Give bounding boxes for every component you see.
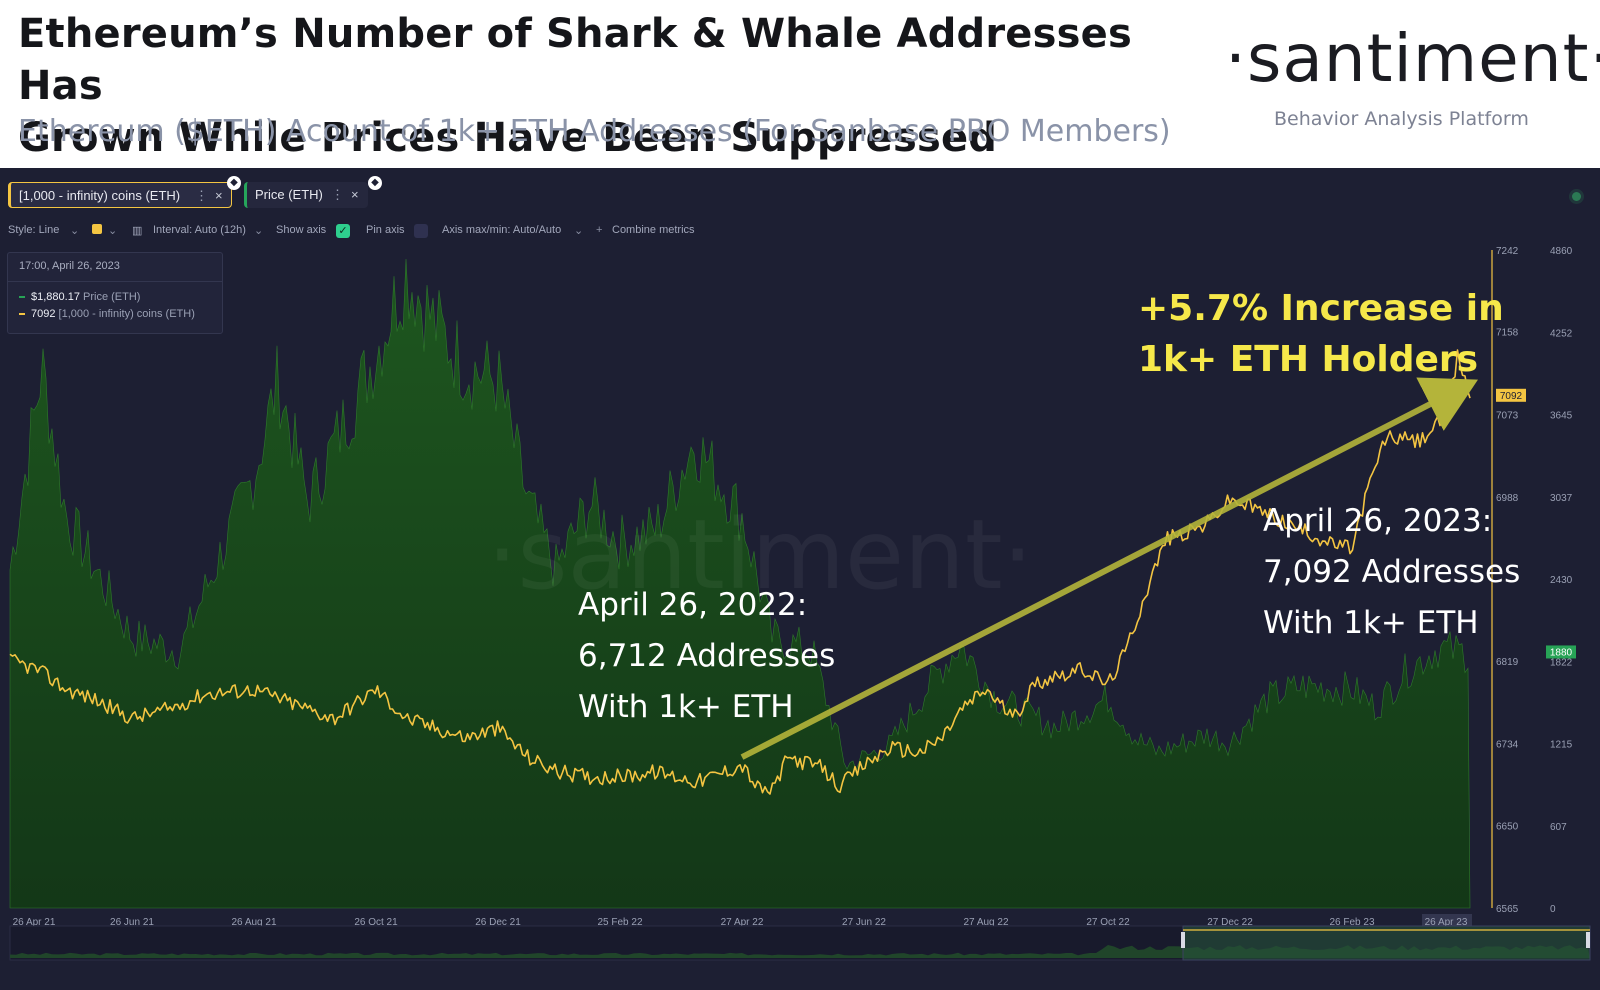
y-right-tick-label: 3037 — [1550, 493, 1573, 504]
y-right-tick-label: 1822 — [1550, 657, 1573, 668]
y-right-tick-label: 2430 — [1550, 575, 1573, 586]
x-tick-current-box — [1422, 914, 1472, 928]
navigator-window — [1182, 925, 1591, 961]
annotation-2023-line-3: With 1k+ ETH — [1263, 605, 1479, 641]
price-value-badge-text: 1880 — [1550, 647, 1573, 658]
x-tick-label: 26 Apr 21 — [13, 917, 56, 928]
price-area — [9, 258, 1471, 909]
y-left-tick-label: 7158 — [1496, 328, 1519, 339]
page-subtitle: Ethereum ($ETH) Acount of 1k+ ETH Addres… — [18, 114, 1171, 149]
annotation-2023: April 26, 2023: 7,092 Addresses With 1k+… — [1263, 496, 1520, 649]
tooltip-date: 17:00, April 26, 2023 — [19, 260, 120, 272]
interval-select[interactable]: Interval: Auto (12h) — [153, 224, 246, 236]
chart-panel: ·santiment· 7242 7158 7073 6988 6819 6734 6650 6… — [0, 168, 1600, 990]
y-left-tick-label: 6650 — [1496, 821, 1519, 832]
y-right-tick-label: 607 — [1550, 822, 1567, 833]
annotation-2022-line-2: 6,712 Addresses — [578, 638, 836, 674]
x-tick-label: 27 Oct 22 — [1086, 917, 1130, 928]
x-tick-label: 26 Aug 21 — [231, 917, 276, 928]
brand-tagline: Behavior Analysis Platform — [1274, 108, 1529, 130]
y-right-tick-label: 0 — [1550, 904, 1556, 915]
plus-icon[interactable]: + — [596, 224, 603, 236]
annotation-increase-line-2: 1k+ ETH Holders — [1138, 339, 1479, 380]
tooltip-price-row: $1,880.17 Price (ETH) — [19, 291, 140, 303]
color-swatch[interactable] — [92, 224, 102, 234]
x-tick-label: 26 Jun 21 — [110, 917, 154, 928]
y-right-tick-label: 4252 — [1550, 328, 1573, 339]
x-tick-label: 25 Feb 22 — [597, 917, 642, 928]
price-legend-marker — [19, 296, 25, 299]
holders-legend-marker — [19, 313, 25, 316]
holders-line — [9, 349, 1471, 795]
annotation-2023-line-1: April 26, 2023: — [1263, 503, 1493, 539]
tab-price-close-icon[interactable]: × — [351, 187, 359, 202]
chevron-down-icon[interactable]: ⌄ — [108, 225, 118, 237]
annotation-2022-line-1: April 26, 2022: — [578, 587, 808, 623]
chevron-down-icon[interactable]: ⌄ — [254, 225, 264, 237]
tab-price-menu-icon[interactable]: ⋮ — [331, 187, 344, 202]
x-tick-label: 26 Apr 23 — [1425, 917, 1468, 928]
brand-logo: ·santiment· — [1225, 20, 1600, 97]
x-tick-label: 27 Aug 22 — [963, 917, 1008, 928]
tab-holders-menu-icon[interactable]: ⋮ — [195, 188, 208, 203]
style-select[interactable]: Style: Line — [8, 224, 60, 236]
trend-arrow — [740, 377, 1479, 760]
x-tick-label: 27 Dec 22 — [1207, 917, 1253, 928]
watermark: ·santiment· — [487, 499, 1033, 611]
y-left-tick-label: 7073 — [1496, 410, 1519, 421]
tooltip-price-label: Price (ETH) — [83, 291, 141, 303]
y-left-tick-label: 7242 — [1496, 246, 1519, 257]
annotation-2023-line-2: 7,092 Addresses — [1263, 554, 1521, 590]
y-left-tick-label: 6734 — [1496, 740, 1519, 751]
interval-icon: ▥ — [132, 225, 143, 237]
title-line-1: Ethereum’s Number of Shark & Whale Addre… — [18, 11, 1132, 109]
chart-tooltip: 17:00, April 26, 2023 $1,880.17 Price (E… — [7, 252, 223, 334]
chevron-down-icon[interactable]: ⌄ — [70, 225, 80, 237]
page-title: Ethereum’s Number of Shark & Whale Addre… — [18, 8, 1218, 164]
chart-canvas: ·santiment· 7242 7158 7073 6988 6819 6734 6650 6… — [9, 246, 1591, 961]
pin-axis-label: Pin axis — [366, 224, 405, 236]
chevron-down-icon[interactable]: ⌄ — [574, 225, 584, 237]
navigator-handle-left[interactable] — [1181, 932, 1185, 948]
x-tick-label: 26 Feb 23 — [1329, 917, 1374, 928]
eth-icon: ◆ — [368, 176, 382, 190]
tab-price-metric[interactable]: Price (ETH) ⋮ × — [244, 182, 368, 208]
show-axis-checkbox[interactable]: ✓ — [336, 224, 350, 238]
eth-icon: ◆ — [227, 176, 241, 190]
holders-value-badge-text: 7092 — [1500, 391, 1523, 402]
annotation-increase: +5.7% Increase in 1k+ ETH Holders — [1138, 283, 1504, 385]
show-axis-label: Show axis — [276, 224, 327, 236]
tooltip-price-value: $1,880.17 — [31, 291, 80, 303]
tab-holders-close-icon[interactable]: × — [215, 188, 223, 203]
y-left-tick-label: 6988 — [1496, 493, 1519, 504]
holders-value-badge — [1496, 388, 1526, 402]
y-left-tick-label: 6565 — [1496, 904, 1519, 915]
x-tick-label: 26 Oct 21 — [354, 917, 398, 928]
y-right-tick-label: 1215 — [1550, 740, 1573, 751]
x-tick-label: 27 Jun 22 — [842, 917, 886, 928]
x-tick-label: 26 Dec 21 — [475, 917, 521, 928]
annotation-2022-line-3: With 1k+ ETH — [578, 689, 794, 725]
navigator-handle-right[interactable] — [1586, 932, 1590, 948]
header: Ethereum’s Number of Shark & Whale Addre… — [0, 0, 1600, 168]
live-status-indicator — [1572, 192, 1581, 201]
annotation-increase-line-1: +5.7% Increase in — [1138, 288, 1504, 329]
tooltip-divider — [8, 281, 222, 282]
price-value-badge — [1546, 645, 1576, 659]
y-right-tick-label: 3645 — [1550, 411, 1573, 422]
y-left-tick-label: 6819 — [1496, 657, 1519, 668]
pin-axis-checkbox[interactable] — [414, 224, 428, 238]
tooltip-holders-row: 7092 [1,000 - infinity) coins (ETH) — [19, 308, 195, 320]
tab-price-label: Price (ETH) — [255, 187, 323, 202]
y-right-tick-label: 4860 — [1550, 246, 1573, 257]
tab-holders-metric[interactable]: [1,000 - infinity) coins (ETH) ⋮ × — [8, 182, 232, 208]
annotation-2022: April 26, 2022: 6,712 Addresses With 1k+… — [578, 580, 835, 733]
tooltip-holders-label: [1,000 - infinity) coins (ETH) — [58, 308, 195, 320]
axis-maxmin-select[interactable]: Axis max/min: Auto/Auto — [442, 224, 562, 236]
x-tick-label: 27 Apr 22 — [721, 917, 764, 928]
tab-holders-label: [1,000 - infinity) coins (ETH) — [19, 188, 181, 203]
combine-metrics-button[interactable]: Combine metrics — [612, 224, 695, 236]
tooltip-holders-value: 7092 — [31, 308, 56, 320]
title-line-2: Grown While Prices Have Been Suppressed — [18, 115, 998, 161]
